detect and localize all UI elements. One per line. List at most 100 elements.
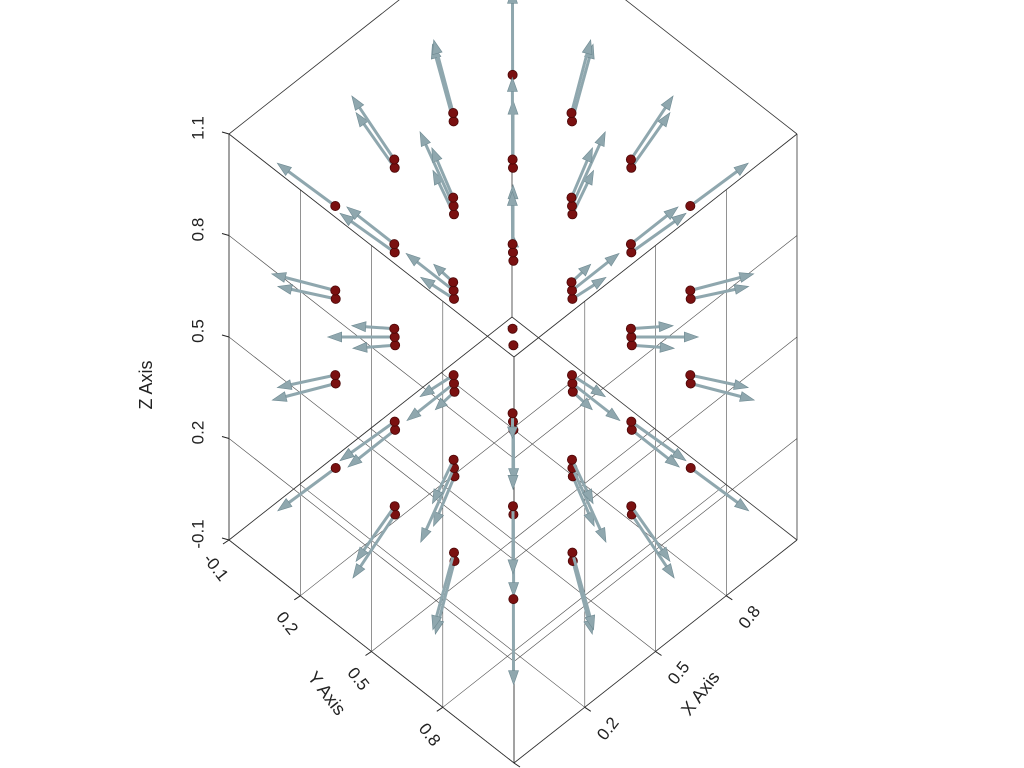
- z-tick-label: 1.1: [188, 116, 207, 140]
- data-point: [685, 293, 696, 304]
- vector-arrow-head: [683, 331, 700, 343]
- vector-arrow-group: [276, 370, 341, 390]
- vector-arrow-head: [506, 190, 518, 206]
- data-point: [448, 293, 459, 304]
- vector-arrow-head: [595, 526, 607, 544]
- vector-arrow-group: [685, 162, 749, 211]
- vector-arrow-group: [276, 284, 341, 304]
- vector-arrow-shaft: [290, 287, 338, 301]
- vector-arrow-shaft: [629, 122, 664, 170]
- vector-arrow-head: [347, 453, 363, 468]
- vector-arrow-shaft: [437, 559, 456, 623]
- vector-arrow-shaft: [629, 220, 677, 254]
- vector-arrow-head: [432, 39, 443, 56]
- data-point: [625, 239, 636, 250]
- vector-arrow-group: [433, 263, 459, 288]
- vector-arrow-head: [346, 206, 362, 221]
- data-point: [626, 162, 637, 173]
- vector-arrow-shaft: [289, 373, 337, 387]
- vector-arrow-group: [432, 39, 459, 119]
- data-point: [685, 200, 696, 211]
- vector-arrow-group: [271, 378, 341, 402]
- vector-arrow-group: [352, 509, 401, 579]
- data-point: [567, 454, 578, 465]
- data-point: [389, 162, 400, 173]
- vector-arrow-shaft: [570, 143, 602, 208]
- z-tick-mark: [221, 233, 230, 236]
- vector-arrow-head: [733, 379, 750, 390]
- vector-arrow-head: [276, 284, 293, 295]
- vector-arrow-shaft: [570, 260, 610, 292]
- vector-arrow-head: [433, 263, 447, 277]
- vector-arrow-group: [276, 162, 341, 211]
- vector-arrow-group: [432, 454, 459, 505]
- vector-arrow-head: [506, 76, 518, 92]
- data-point: [626, 340, 637, 351]
- x-tick-label: -0.1: [521, 767, 554, 768]
- vector-arrow-head: [276, 379, 293, 390]
- z-tick-label: -0.1: [188, 519, 207, 548]
- y-tick-label: -0.1: [199, 550, 232, 585]
- vector-arrow-group: [566, 263, 592, 288]
- vector-arrow-group: [626, 509, 675, 579]
- vector-arrow-group: [355, 501, 400, 563]
- vector-arrow-group: [405, 252, 459, 296]
- data-point: [330, 285, 341, 296]
- vector-arrow-group: [625, 321, 674, 334]
- data-point: [330, 370, 341, 381]
- vector-arrow-group: [685, 378, 756, 402]
- vector-arrow-group: [352, 340, 401, 353]
- vector-arrow-shaft: [435, 159, 455, 200]
- y-tick-label: 0.8: [415, 720, 445, 750]
- data-point: [567, 386, 578, 397]
- vector-arrow-shaft: [349, 420, 397, 454]
- axes-box-edge: [228, 316, 513, 541]
- data-point: [448, 370, 459, 381]
- x-tick-label: 0.5: [664, 658, 694, 688]
- data-point: [626, 416, 637, 427]
- vector-arrow-head: [351, 95, 365, 111]
- vector-arrow-group: [506, 190, 518, 250]
- z-tick-mark: [221, 436, 230, 439]
- vector-arrow-group: [685, 272, 755, 296]
- data-point: [389, 501, 400, 512]
- vector-arrow-head: [339, 447, 355, 462]
- vector-arrow-group: [431, 547, 459, 631]
- vector-arrow-group: [567, 276, 607, 304]
- vector-arrow-group: [419, 276, 459, 304]
- vector-arrow-head: [582, 169, 594, 186]
- vector-arrow-head: [270, 272, 287, 283]
- vector-arrow-head: [738, 272, 755, 283]
- vector-arrow-group: [339, 212, 400, 258]
- vector-arrow-group: [567, 252, 620, 296]
- data-point: [330, 200, 341, 211]
- vector-arrow-group: [626, 340, 676, 353]
- vector-arrow-head: [660, 95, 674, 111]
- data-point: [390, 424, 401, 435]
- vector-arrow-shaft: [356, 214, 396, 246]
- vector-arrow-group: [626, 416, 687, 462]
- vector-arrow-shaft: [437, 458, 456, 493]
- vector-arrow-shaft: [571, 474, 591, 515]
- vector-arrow-shaft: [689, 382, 743, 398]
- vector-arrow-group: [685, 284, 750, 304]
- y-tick-mark: [436, 706, 444, 712]
- vector-arrow-shaft: [349, 220, 397, 254]
- vector-arrow-group: [346, 206, 400, 250]
- data-point: [330, 462, 341, 473]
- vector-arrow-group: [339, 416, 400, 462]
- vector-arrow-shaft: [629, 214, 669, 246]
- data-point: [448, 277, 459, 288]
- axes-box-edge: [625, 0, 798, 135]
- vector-arrow-head: [276, 162, 292, 177]
- data-point: [625, 154, 636, 165]
- vector-arrow-group: [507, 0, 518, 80]
- vector-arrow-head: [583, 510, 595, 528]
- vector-arrow-head: [581, 146, 593, 164]
- vector-arrow-shaft: [570, 51, 589, 115]
- vector-arrow-group: [567, 378, 621, 422]
- data-point: [389, 416, 400, 427]
- z-tick-mark: [221, 334, 230, 338]
- vector-arrow-head: [733, 284, 750, 295]
- vector-arrow-group: [626, 424, 681, 468]
